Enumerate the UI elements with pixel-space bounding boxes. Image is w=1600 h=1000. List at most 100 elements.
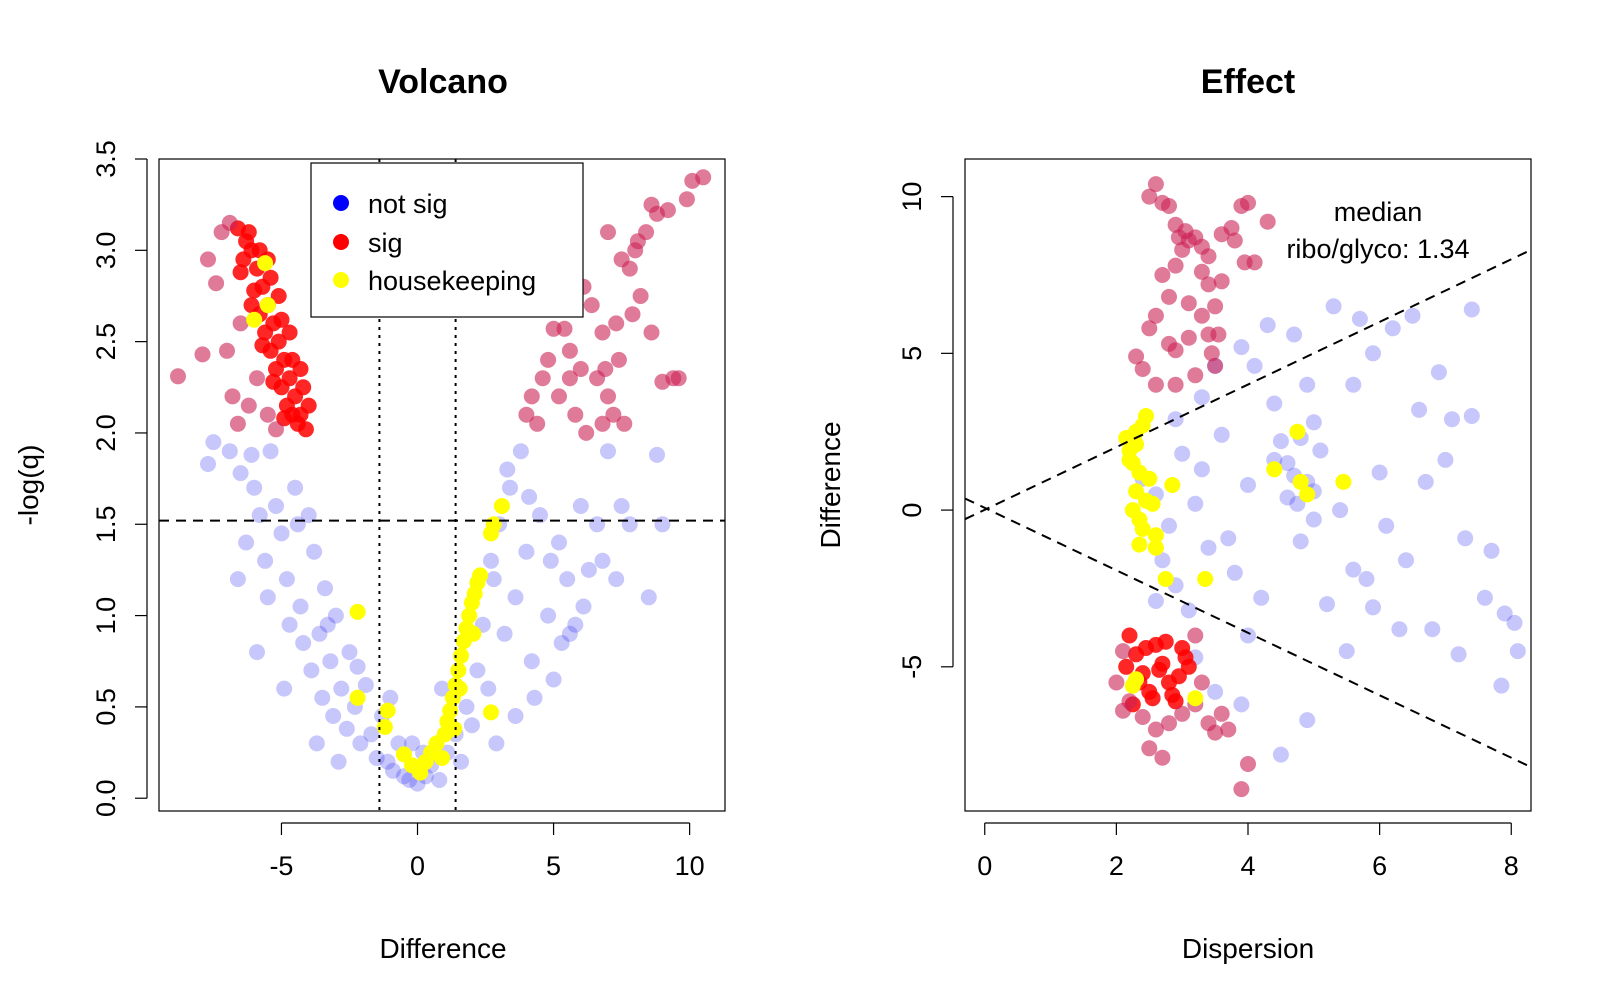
effect-x-tick-label: 8	[1504, 851, 1519, 881]
volcano-point-sig-faded	[600, 224, 616, 241]
volcano-point-sig-faded	[632, 288, 649, 304]
effect-point-not-sig	[1398, 552, 1414, 569]
volcano-point-not-sig	[507, 708, 524, 724]
effect-point-not-sig	[1378, 517, 1395, 534]
volcano-point-housekeeping	[453, 647, 469, 664]
volcano-point-housekeeping	[446, 720, 463, 737]
volcano-point-not-sig	[221, 443, 238, 460]
volcano-point-housekeeping	[461, 607, 478, 624]
volcano-point-sig-faded	[678, 191, 695, 208]
volcano-point-sig-faded	[583, 297, 600, 314]
effect-point-sig-faded	[1200, 248, 1217, 265]
volcano-point-housekeeping	[485, 516, 502, 533]
volcano-point-sig	[254, 337, 271, 354]
volcano-point-sig-faded	[643, 196, 660, 213]
effect-point-sig-faded	[1193, 263, 1210, 280]
effect-point-not-sig	[1463, 408, 1480, 424]
effect-plot-area	[965, 176, 1531, 798]
volcano-point-sig	[240, 224, 257, 241]
effect-x-tick-label: 0	[977, 851, 992, 881]
legend-box	[310, 162, 584, 318]
volcano-point-not-sig	[540, 607, 557, 624]
volcano-point-not-sig	[480, 680, 497, 697]
volcano-point-not-sig	[278, 571, 295, 588]
effect-plot: Effect 0 2 4 6 8 -5 0 5 10 Dispersion Differenc…	[815, 63, 1532, 964]
effect-point-not-sig	[1200, 539, 1217, 556]
effect-point-housekeeping	[1292, 473, 1309, 490]
volcano-legend: not sig sig housekeeping	[310, 162, 584, 318]
effect-point-not-sig	[1207, 683, 1224, 700]
volcano-point-housekeeping	[376, 719, 393, 735]
volcano-frame	[158, 158, 726, 812]
effect-point-housekeeping	[1134, 520, 1151, 537]
volcano-point-not-sig	[311, 625, 328, 642]
volcano-point-not-sig	[594, 552, 611, 569]
volcano-x-axis: -5 0 5 10	[269, 822, 705, 881]
effect-point-not-sig	[1220, 530, 1237, 547]
volcano-plot: Volcano -5 0 5 10 0.00.51.01.52.02.53.03.5 …	[13, 63, 726, 964]
effect-point-sig-faded	[1147, 307, 1164, 324]
effect-point-housekeeping	[1141, 470, 1158, 487]
volcano-point-sig-faded	[670, 370, 687, 387]
volcano-point-sig	[273, 311, 290, 328]
volcano-point-sig-faded	[561, 370, 578, 387]
volcano-series-sig-faded	[170, 169, 712, 441]
volcano-point-sig-faded	[529, 415, 546, 432]
volcano-point-not-sig	[232, 465, 249, 482]
volcano-point-not-sig	[488, 735, 505, 752]
volcano-point-not-sig	[523, 653, 540, 670]
volcano-point-not-sig	[469, 662, 486, 679]
volcano-plot-area	[159, 159, 725, 811]
effect-point-housekeeping	[1147, 527, 1164, 544]
effect-point-not-sig	[1233, 339, 1250, 356]
volcano-point-not-sig	[518, 543, 535, 560]
legend-label-housekeeping: housekeeping	[368, 266, 536, 296]
effect-point-not-sig	[1351, 310, 1368, 327]
median-annotation-line2: ribo/glyco: 1.34	[1286, 234, 1469, 264]
volcano-point-not-sig	[246, 479, 263, 496]
volcano-point-not-sig	[341, 644, 358, 661]
effect-point-housekeeping	[1121, 451, 1138, 468]
volcano-point-sig-faded	[551, 388, 567, 405]
effect-point-sig	[1177, 649, 1194, 666]
effect-point-sig-faded	[1210, 326, 1227, 343]
effect-point-not-sig	[1476, 589, 1493, 606]
effect-point-not-sig	[1371, 464, 1388, 481]
volcano-point-sig-faded	[616, 415, 633, 432]
effect-point-not-sig	[1430, 364, 1447, 381]
legend-marker-sig	[333, 234, 349, 250]
volcano-point-sig	[257, 324, 274, 341]
volcano-point-not-sig	[502, 479, 518, 496]
effect-point-not-sig	[1187, 495, 1204, 512]
effect-point-sig-faded	[1220, 721, 1237, 738]
volcano-point-not-sig	[338, 720, 355, 737]
effect-y-tick-label: 0	[897, 503, 927, 518]
effect-point-housekeeping	[1197, 571, 1214, 587]
volcano-x-tick-label: 10	[675, 851, 705, 881]
effect-point-not-sig	[1233, 696, 1250, 713]
volcano-point-sig-faded	[170, 368, 186, 385]
effect-point-not-sig	[1161, 517, 1177, 534]
volcano-point-sig-faded	[608, 315, 625, 332]
volcano-point-not-sig	[404, 735, 421, 752]
volcano-point-not-sig	[532, 507, 548, 524]
volcano-point-not-sig	[308, 735, 325, 752]
effect-point-housekeeping	[1187, 690, 1204, 707]
volcano-point-sig	[235, 251, 252, 268]
volcano-point-sig-faded	[268, 421, 284, 438]
volcano-point-housekeeping	[259, 297, 276, 314]
effect-point-sig-faded	[1154, 267, 1171, 283]
volcano-x-tick-label: 0	[410, 851, 425, 881]
effect-point-not-sig	[1299, 712, 1316, 729]
volcano-point-not-sig	[368, 750, 385, 766]
volcano-y-tick-label: 0.5	[91, 688, 121, 726]
volcano-point-not-sig	[434, 680, 450, 697]
volcano-point-not-sig	[257, 552, 274, 569]
volcano-y-tick-label: 2.5	[91, 323, 121, 361]
volcano-y-tick-label: 3.5	[91, 140, 121, 178]
effect-point-sig-faded	[1240, 194, 1256, 211]
volcano-point-sig-faded	[643, 324, 660, 341]
effect-point-not-sig	[1213, 426, 1230, 443]
effect-point-not-sig	[1496, 605, 1513, 622]
effect-point-sig-faded	[1187, 627, 1204, 644]
